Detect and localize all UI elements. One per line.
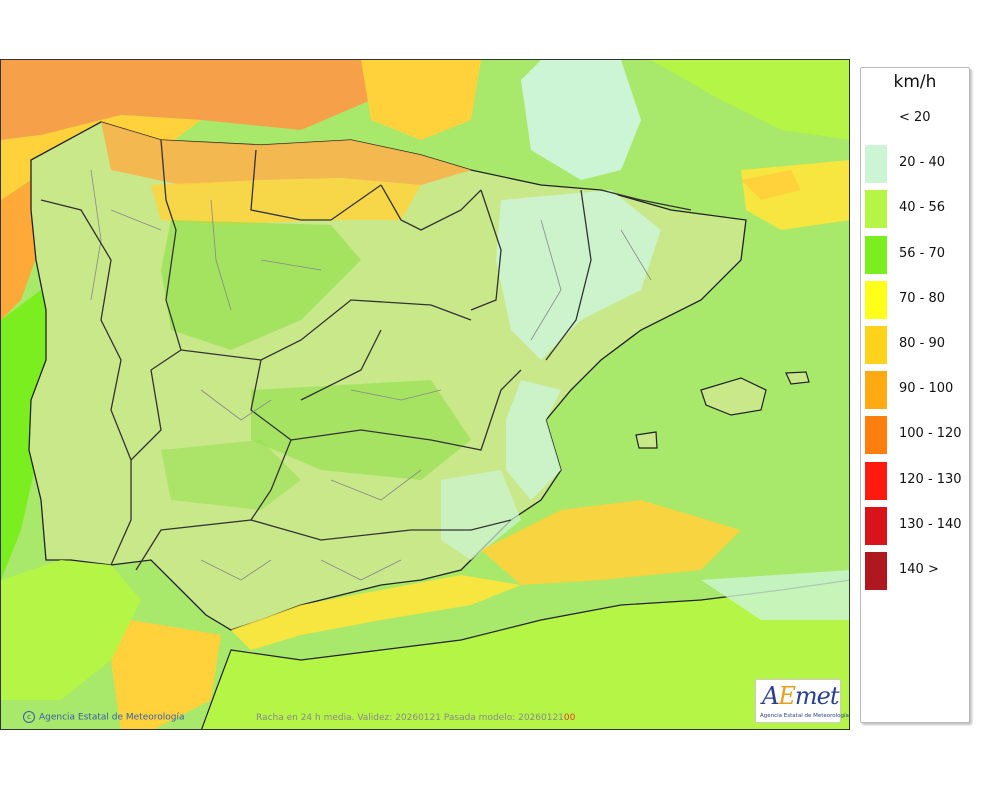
legend-label: 40 - 56 — [899, 200, 946, 216]
legend-label: 140 > — [899, 562, 939, 577]
legend-label: 56 - 70 — [899, 245, 946, 261]
run-info-suffix: 00 — [563, 713, 576, 723]
legend-label: 130 - 140 — [899, 516, 962, 532]
legend-swatch — [865, 100, 887, 138]
legend-label: 90 - 100 — [899, 381, 954, 397]
north-light-zone — [651, 60, 849, 140]
ebro-valley-calm — [496, 190, 661, 360]
ibiza — [635, 431, 658, 449]
map-canvas — [1, 60, 849, 729]
south-atlantic-light — [1, 560, 141, 700]
mallorca — [700, 377, 767, 416]
legend-swatch — [865, 145, 887, 184]
legend-label: < 20 — [899, 110, 931, 125]
province-borders — [90, 169, 652, 581]
menorca — [785, 371, 810, 385]
legend-title: km/h — [893, 72, 937, 92]
valencia-calm — [506, 380, 561, 500]
legend-swatch — [865, 190, 887, 229]
copyright-icon: c — [23, 711, 35, 723]
aemet-logo: AEmet Agencia Estatal de Meteorología — [755, 679, 849, 723]
legend-label: 120 - 130 — [899, 471, 962, 487]
north-africa-coast — [201, 579, 849, 729]
legend-swatch — [865, 506, 887, 545]
legend-swatch — [865, 552, 887, 590]
legend-swatch — [865, 461, 887, 500]
atlantic-yellow-zone — [361, 60, 481, 140]
logo-subtitle: Agencia Estatal de Meteorología — [760, 713, 849, 719]
legend-swatch — [865, 235, 887, 274]
legend-item: 80 - 90 — [865, 324, 965, 364]
northern-coast-high-gust — [101, 122, 471, 185]
cadiz-gulf-yellow — [111, 620, 221, 729]
southwest-green-zone — [161, 440, 301, 510]
legend-label: 80 - 90 — [899, 336, 946, 351]
legend-item: 140 > — [865, 550, 965, 590]
logo-mark: AEmet — [762, 682, 839, 710]
algeria-calm-zone — [701, 570, 849, 620]
cantabric-yellow-zone — [1, 115, 201, 200]
legend-label: 70 - 80 — [899, 290, 946, 306]
run-info: Racha en 24 h media. Validez: 20260121 P… — [256, 713, 575, 723]
legend-item: 100 - 120 — [865, 414, 965, 455]
atlantic-high-gust-zone — [1, 60, 371, 140]
legend-swatch — [865, 280, 887, 319]
northern-mountain-yellow — [151, 178, 421, 225]
legend-label: 20 - 40 — [899, 155, 946, 171]
credit-text: c Agencia Estatal de Meteorología — [23, 711, 185, 723]
legend-swatch — [865, 371, 887, 410]
region-borders — [130, 139, 692, 571]
legend-swatch — [865, 416, 887, 455]
legend-panel: km/h < 20 20 - 40 40 - 56 56 - 70 70 - 80 80 … — [860, 67, 970, 723]
legend-item: < 20 — [865, 98, 965, 138]
legend-item: 120 - 130 — [865, 460, 965, 500]
mediterranean-high-gust — [481, 500, 741, 585]
biscay-calm-zone — [521, 60, 641, 180]
alboran-yellow-zone — [231, 575, 521, 650]
legend-label: 100 - 120 — [899, 426, 962, 442]
west-coast-green-zone — [1, 290, 56, 580]
legend-item: 56 - 70 — [865, 234, 965, 274]
legend-item: 20 - 40 — [865, 143, 965, 184]
wind-gust-map: c Agencia Estatal de Meteorología Racha e… — [0, 59, 850, 730]
murcia-calm — [441, 470, 521, 560]
credit-label: Agencia Estatal de Meteorología — [39, 712, 185, 723]
run-info-prefix: Racha en 24 h media. Validez: 20260121 P… — [256, 713, 564, 723]
gulf-of-lion-core — [741, 170, 801, 200]
legend-item: 90 - 100 — [865, 369, 965, 410]
legend-item: 130 - 140 — [865, 505, 965, 545]
legend-item: 70 - 80 — [865, 279, 965, 319]
north-interior-green — [161, 220, 361, 350]
portugal-border — [40, 199, 132, 566]
legend-item: 40 - 56 — [865, 188, 965, 229]
legend-swatch — [865, 326, 887, 364]
